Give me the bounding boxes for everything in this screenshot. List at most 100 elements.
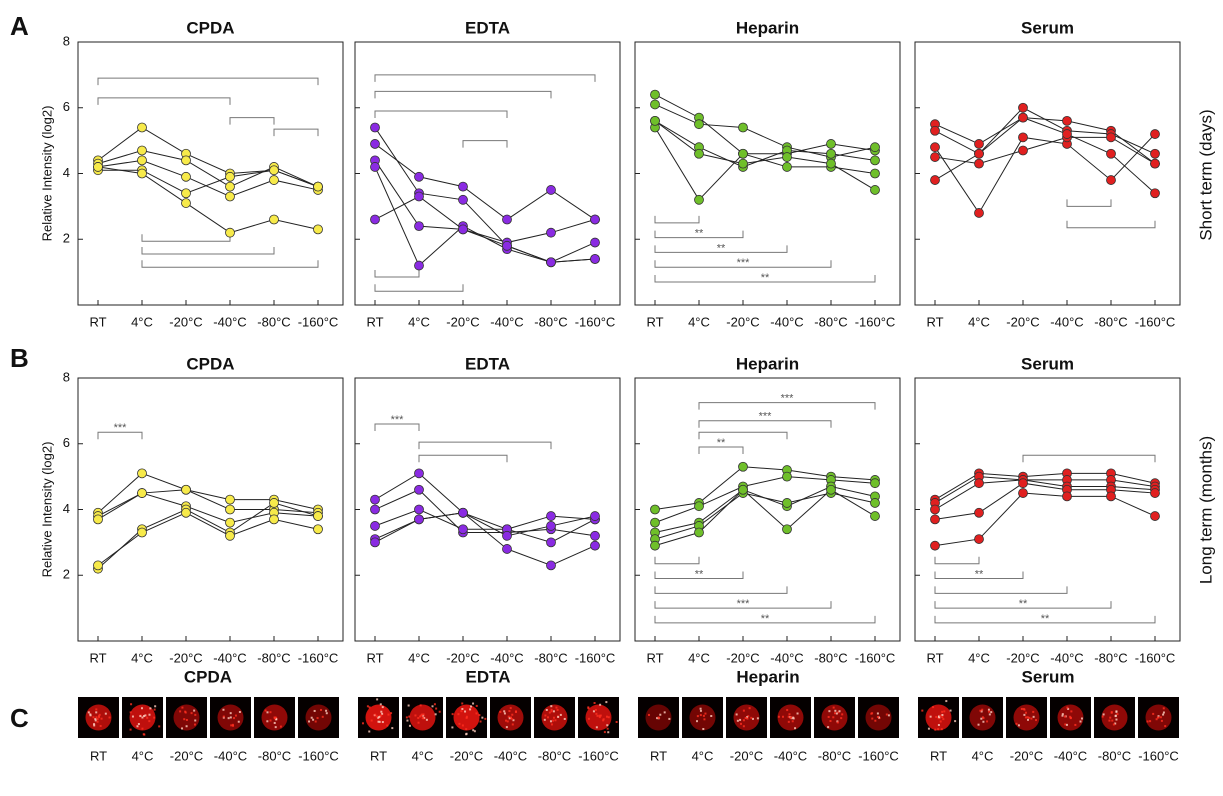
array-speckle bbox=[316, 717, 319, 720]
array-label: -40°C bbox=[214, 748, 247, 763]
series-line bbox=[654, 489, 876, 547]
array-speckle bbox=[149, 707, 152, 710]
data-point bbox=[650, 517, 660, 528]
series-line bbox=[934, 136, 1156, 165]
array-speckle bbox=[1080, 717, 1083, 720]
array-speckle bbox=[648, 713, 651, 716]
array-speckle bbox=[465, 733, 468, 736]
array-speckle bbox=[475, 704, 478, 707]
array-speckle bbox=[559, 713, 562, 716]
data-point bbox=[181, 198, 191, 208]
data-point bbox=[181, 155, 191, 166]
data-point bbox=[414, 514, 424, 525]
x-tick-label: -160°C bbox=[855, 314, 896, 329]
row-label: Short term (days) bbox=[1196, 109, 1215, 240]
data-point bbox=[458, 507, 468, 518]
array-speckle bbox=[314, 720, 317, 723]
array-speckle bbox=[748, 707, 751, 710]
plot-frame bbox=[77, 377, 344, 642]
array-speckle bbox=[222, 715, 225, 718]
array-speckle bbox=[777, 715, 780, 718]
x-tick-label: RT bbox=[646, 314, 663, 329]
array-speckle bbox=[1035, 719, 1038, 722]
array-speckle bbox=[515, 710, 518, 713]
array-speckle bbox=[876, 715, 879, 718]
array-speckle bbox=[550, 710, 553, 713]
array-speckle bbox=[478, 714, 481, 717]
array-speckle bbox=[129, 711, 132, 714]
array-speckle bbox=[181, 727, 184, 730]
array-label: -20°C bbox=[450, 748, 483, 763]
array-speckle bbox=[548, 711, 551, 714]
array-speckle bbox=[786, 709, 789, 712]
array-speckle bbox=[977, 723, 980, 726]
array-speckle bbox=[1064, 715, 1067, 718]
significance-bracket bbox=[934, 615, 1156, 624]
array-speckle bbox=[836, 720, 839, 723]
array-speckle bbox=[431, 705, 434, 708]
significance-bracket bbox=[934, 571, 1024, 580]
array-title: EDTA bbox=[465, 667, 510, 686]
array-label: -80°C bbox=[1098, 748, 1131, 763]
data-point bbox=[181, 171, 191, 182]
data-point bbox=[826, 148, 836, 159]
data-point bbox=[590, 540, 600, 551]
array-speckle bbox=[937, 723, 940, 726]
data-point bbox=[870, 478, 880, 489]
significance-bracket bbox=[698, 446, 744, 455]
x-tick-label: -160°C bbox=[298, 650, 339, 665]
data-point bbox=[694, 501, 704, 512]
array-speckle bbox=[417, 717, 420, 720]
array-label: 4°C bbox=[132, 748, 154, 763]
significance-bracket bbox=[273, 128, 319, 137]
data-point bbox=[137, 468, 147, 479]
array-speckle bbox=[557, 715, 560, 718]
y-tick-label: 6 bbox=[63, 435, 70, 450]
array-speckle bbox=[740, 722, 743, 725]
data-point bbox=[414, 260, 424, 271]
array-speckle bbox=[838, 710, 841, 713]
array-speckle bbox=[508, 717, 511, 720]
array-speckle bbox=[796, 712, 799, 715]
data-point bbox=[782, 471, 792, 482]
array-speckle bbox=[599, 714, 602, 717]
x-tick-label: -80°C bbox=[534, 650, 567, 665]
array-speckle bbox=[94, 718, 97, 721]
array-speckle bbox=[407, 704, 410, 707]
array-speckle bbox=[703, 718, 706, 721]
significance-label: ** bbox=[717, 242, 726, 254]
series-line bbox=[654, 127, 876, 201]
data-point bbox=[650, 504, 660, 515]
x-tick-label: -20°C bbox=[446, 314, 479, 329]
array-speckle bbox=[419, 714, 422, 717]
significance-bracket bbox=[418, 441, 552, 450]
array-speckle bbox=[986, 720, 989, 723]
array-speckle bbox=[550, 705, 553, 708]
array-label: -160°C bbox=[298, 748, 339, 763]
series-line bbox=[97, 512, 319, 566]
plot-frame bbox=[914, 41, 1181, 306]
array-speckle bbox=[988, 713, 991, 716]
data-point bbox=[137, 145, 147, 156]
data-point bbox=[870, 498, 880, 508]
data-point bbox=[137, 122, 147, 133]
series-line bbox=[934, 117, 1156, 194]
array-speckle bbox=[229, 712, 232, 715]
array-speckle bbox=[827, 715, 830, 718]
array-speckle bbox=[458, 722, 461, 725]
array-speckle bbox=[791, 720, 794, 723]
array-speckle bbox=[603, 731, 606, 734]
data-point bbox=[269, 214, 279, 225]
data-point bbox=[782, 524, 792, 535]
array-speckle bbox=[1074, 723, 1077, 726]
array-speckle bbox=[308, 720, 311, 723]
array-speckle bbox=[1069, 715, 1072, 718]
array-speckle bbox=[386, 724, 389, 727]
array-speckle bbox=[981, 708, 984, 711]
array-speckle bbox=[980, 717, 983, 720]
array-speckle bbox=[465, 715, 468, 718]
y-tick-label: 8 bbox=[63, 369, 70, 384]
x-tick-label: -20°C bbox=[1006, 314, 1039, 329]
significance-bracket bbox=[374, 284, 464, 292]
array-speckle bbox=[508, 710, 511, 713]
